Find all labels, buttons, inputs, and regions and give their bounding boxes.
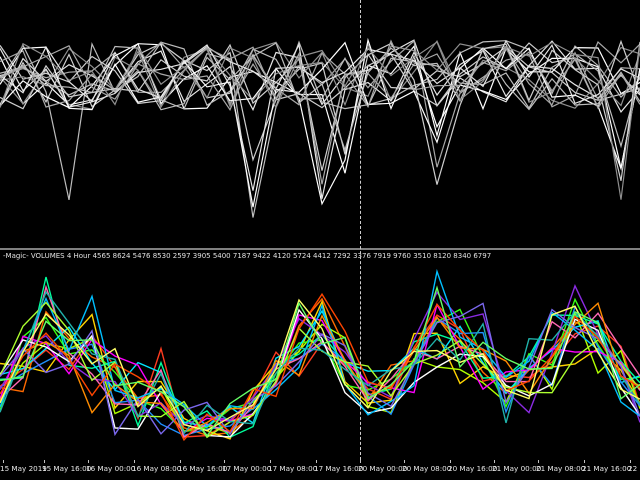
- price-series-line: [0, 41, 640, 185]
- time-axis-label: 21 May 16:00: [582, 464, 632, 473]
- volume-series-line: [0, 285, 640, 438]
- price-series-line: [0, 41, 640, 200]
- time-axis-label: 21 May 08:00: [536, 464, 586, 473]
- time-axis-tick: [88, 460, 89, 463]
- price-series-line: [0, 39, 640, 191]
- time-axis-tick: [494, 460, 495, 463]
- volume-series-line: [0, 268, 640, 428]
- price-series-line: [0, 39, 640, 162]
- volume-series-line: [0, 301, 640, 439]
- pane-divider[interactable]: [0, 248, 640, 250]
- time-axis-label: 16 May 08:00: [132, 464, 182, 473]
- price-series-line: [0, 47, 640, 111]
- price-series-line: [0, 41, 640, 149]
- time-axis-label: 20 May 00:00: [358, 464, 408, 473]
- time-axis-tick: [630, 460, 631, 463]
- time-axis-tick: [270, 460, 271, 463]
- time-axis-label: 17 May 00:00: [222, 464, 272, 473]
- time-axis-label: 20 May 08:00: [402, 464, 452, 473]
- time-axis-label: 16 May 00:00: [86, 464, 136, 473]
- time-axis-label: 21 May 00:00: [492, 464, 542, 473]
- time-axis-tick: [316, 460, 317, 463]
- time-axis-tick: [584, 460, 585, 463]
- price-series-line: [0, 39, 640, 185]
- crosshair-vertical-line: [360, 0, 361, 460]
- time-axis-tick: [450, 460, 451, 463]
- time-axis-label: 15 May 16:00: [42, 464, 92, 473]
- volume-series-line: [0, 302, 640, 437]
- indicator-label: -Magic- VOLUMES 4 Hour 4565 8624 5476 85…: [3, 252, 492, 260]
- volumes-lines-chart: [0, 268, 640, 442]
- volume-series-line: [0, 301, 640, 433]
- price-series-line: [0, 40, 640, 199]
- time-axis-label: 15 May 2019: [0, 464, 47, 473]
- price-series-line: [0, 42, 640, 152]
- time-axis-tick: [134, 460, 135, 463]
- time-axis-tick: [360, 460, 361, 463]
- price-series-line: [0, 37, 640, 206]
- time-axis-tick: [44, 460, 45, 463]
- volume-series-line: [0, 298, 640, 432]
- volumes-indicator-pane[interactable]: [0, 250, 640, 460]
- price-chart-pane[interactable]: [0, 0, 640, 248]
- time-axis: 15 May 2019 15 May 16:00 16 May 00:00 16 Ma…: [0, 460, 640, 480]
- time-axis-label: 22 M: [628, 464, 640, 473]
- time-axis-tick: [404, 460, 405, 463]
- time-axis-tick: [180, 460, 181, 463]
- time-axis-label: 17 May 16:00: [314, 464, 364, 473]
- time-axis-label: 17 May 08:00: [268, 464, 318, 473]
- time-axis-tick: [3, 460, 4, 463]
- price-lines-chart: [0, 37, 640, 218]
- time-axis-tick: [538, 460, 539, 463]
- volume-series-line: [0, 290, 640, 435]
- time-axis-label: 20 May 16:00: [448, 464, 498, 473]
- time-axis-label: 16 May 16:00: [178, 464, 228, 473]
- time-axis-tick: [224, 460, 225, 463]
